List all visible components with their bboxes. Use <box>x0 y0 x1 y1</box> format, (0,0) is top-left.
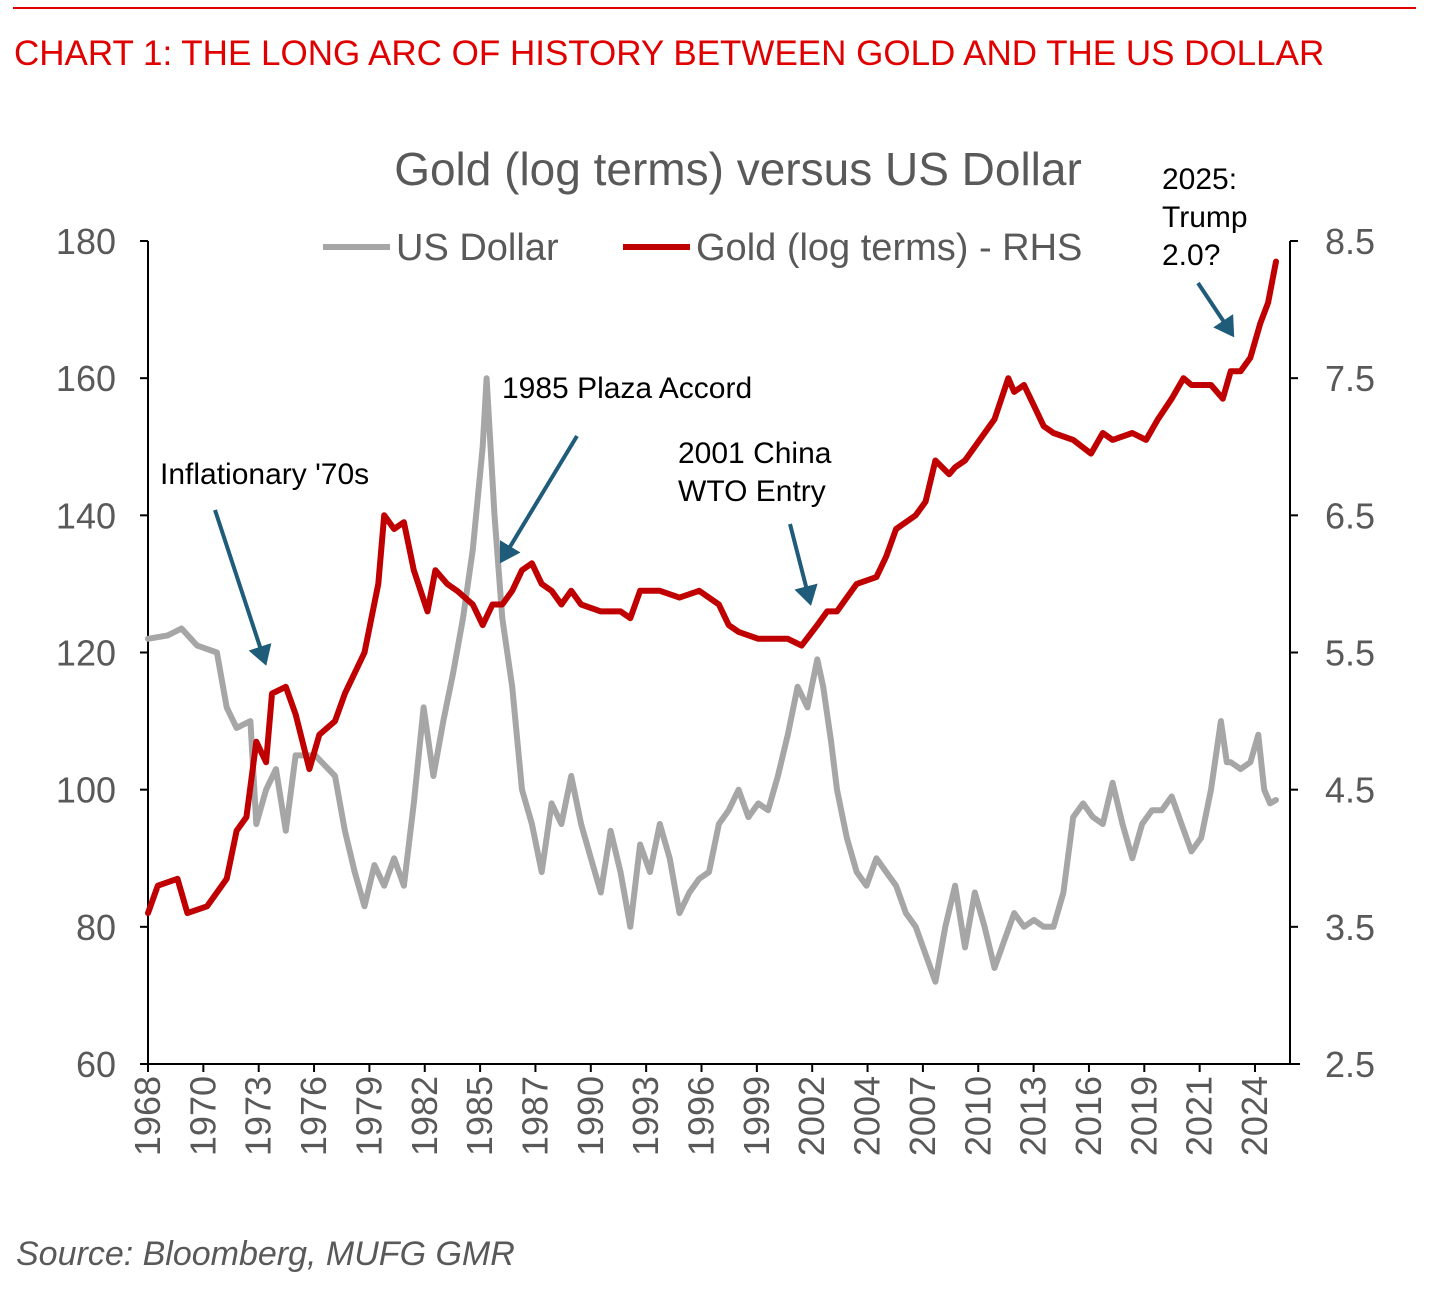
x-axis-tick-label: 1987 <box>514 1076 555 1156</box>
x-axis-tick-label: 2019 <box>1123 1076 1164 1156</box>
annotation-plaza: 1985 Plaza Accord <box>502 372 752 405</box>
x-axis-tick-label: 1996 <box>681 1076 722 1156</box>
right-axis-tick-label: 3.5 <box>1325 907 1375 948</box>
left-axis-tick-label: 60 <box>76 1044 116 1085</box>
x-axis-tick-label: 2004 <box>847 1076 888 1156</box>
x-axis-tick-label: 1982 <box>404 1076 445 1156</box>
left-axis-tick-label: 160 <box>56 358 116 399</box>
annotation-inflation: Inflationary '70s <box>160 458 369 491</box>
x-axis-tick-label: 1970 <box>182 1076 223 1156</box>
annotation-arrow-trump <box>1196 281 1235 338</box>
right-axis-tick-label: 2.5 <box>1325 1044 1375 1085</box>
legend: US Dollar Gold (log terms) - RHS <box>323 227 1082 269</box>
x-axis-tick-label: 2010 <box>957 1076 998 1156</box>
annotation-trump-line1: 2025: <box>1162 163 1237 196</box>
annotation-arrow-plaza <box>499 434 579 564</box>
x-axis-tick-label: 1973 <box>238 1076 279 1156</box>
left-axis-tick-label: 120 <box>56 633 116 674</box>
annotation-trump-line2: Trump <box>1162 201 1248 234</box>
x-axis-tick-label: 1968 <box>127 1076 168 1156</box>
right-axis-tick-label: 5.5 <box>1325 633 1375 674</box>
legend-label-usd: US Dollar <box>396 227 559 269</box>
legend-label-gold: Gold (log terms) - RHS <box>696 227 1082 269</box>
x-axis-tick-label: 1990 <box>570 1076 611 1156</box>
x-axis-tick-label: 2021 <box>1179 1076 1220 1156</box>
x-axis-tick-label: 1979 <box>348 1076 389 1156</box>
left-axis-tick-label: 100 <box>56 770 116 811</box>
x-axis-tick-label: 1985 <box>459 1076 500 1156</box>
annotation-china-line1: 2001 China <box>678 437 832 470</box>
annotation-china-line2: WTO Entry <box>678 475 826 508</box>
right-axis-tick-label: 6.5 <box>1325 495 1375 536</box>
annotation-arrow-inflation <box>213 509 272 666</box>
series-line-us-dollar <box>145 375 1279 985</box>
x-axis-tick-label: 1993 <box>625 1076 666 1156</box>
x-axis-tick-label: 2013 <box>1013 1076 1054 1156</box>
left-axis-tick-label: 140 <box>56 495 116 536</box>
source-note: Source: Bloomberg, MUFG GMR <box>16 1235 515 1273</box>
x-axis-tick-label: 1999 <box>736 1076 777 1156</box>
annotation-arrow-china <box>788 523 818 606</box>
series-line-gold <box>145 258 1279 917</box>
annotations: Inflationary '70s 1985 Plaza Accord 2001… <box>160 163 1248 666</box>
header-rule <box>13 7 1416 9</box>
x-axis-tick-label: 2016 <box>1068 1076 1109 1156</box>
x-axis-tick-label: 1976 <box>293 1076 334 1156</box>
x-axis-tick-label: 2007 <box>902 1076 943 1156</box>
right-axis-tick-label: 8.5 <box>1325 221 1375 262</box>
chart-title: Gold (log terms) versus US Dollar <box>394 143 1082 195</box>
left-axis-tick-label: 180 <box>56 221 116 262</box>
x-axis-tick-label: 2024 <box>1234 1076 1275 1156</box>
annotation-trump-line3: 2.0? <box>1162 239 1220 272</box>
right-axis-tick-label: 4.5 <box>1325 770 1375 811</box>
chart-header: CHART 1: THE LONG ARC OF HISTORY BETWEEN… <box>14 34 1325 73</box>
left-axis-tick-label: 80 <box>76 907 116 948</box>
x-axis-tick-label: 2002 <box>791 1076 832 1156</box>
right-axis-tick-label: 7.5 <box>1325 358 1375 399</box>
